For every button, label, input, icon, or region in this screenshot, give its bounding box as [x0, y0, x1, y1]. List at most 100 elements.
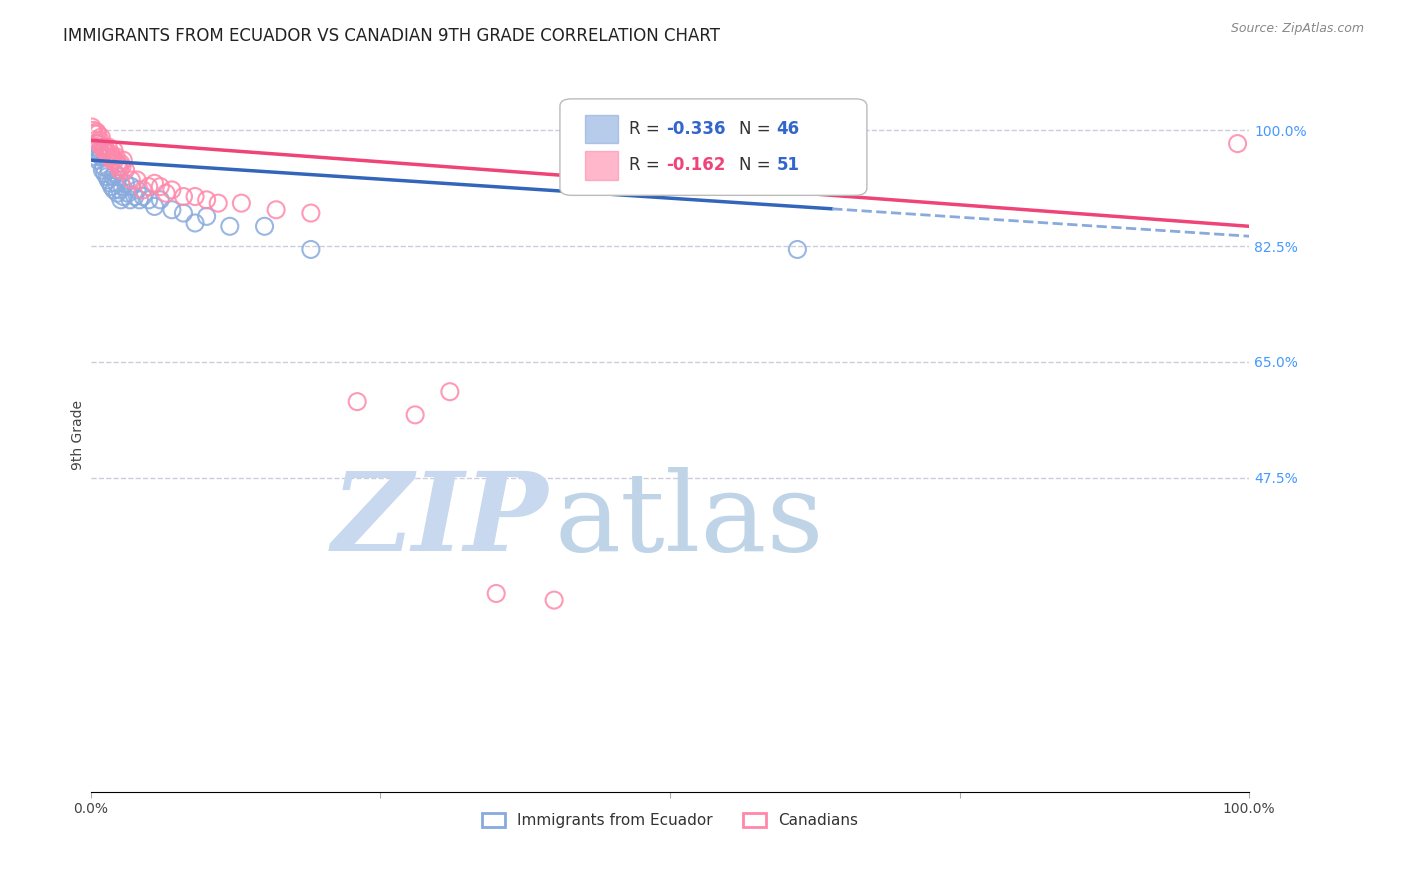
Text: ZIP: ZIP	[332, 467, 548, 574]
Point	[104, 166, 127, 180]
Point	[786, 243, 808, 257]
Point	[149, 193, 172, 207]
Point	[184, 216, 207, 230]
Point	[107, 169, 129, 184]
Point	[87, 127, 110, 141]
Text: N =: N =	[740, 156, 776, 174]
FancyBboxPatch shape	[585, 151, 617, 179]
Text: R =: R =	[630, 120, 665, 138]
Point	[1226, 136, 1249, 151]
Point	[110, 156, 132, 170]
Point	[107, 186, 129, 201]
Point	[128, 193, 150, 207]
Point	[404, 408, 426, 422]
Point	[195, 210, 218, 224]
Point	[127, 183, 149, 197]
Point	[155, 186, 177, 201]
Point	[101, 169, 124, 184]
Point	[120, 193, 142, 207]
Point	[82, 123, 104, 137]
FancyBboxPatch shape	[585, 114, 617, 144]
Point	[93, 140, 115, 154]
Point	[149, 179, 172, 194]
Point	[231, 196, 253, 211]
Point	[89, 133, 111, 147]
Point	[207, 196, 229, 211]
FancyBboxPatch shape	[560, 99, 868, 195]
Point	[172, 189, 194, 203]
Point	[108, 163, 131, 178]
Point	[728, 130, 751, 145]
Point	[172, 206, 194, 220]
Point	[84, 150, 107, 164]
Point	[98, 163, 121, 178]
Point	[91, 140, 114, 154]
Point	[110, 193, 132, 207]
Point	[80, 120, 103, 134]
Text: -0.336: -0.336	[666, 120, 725, 138]
Point	[100, 153, 122, 168]
Point	[91, 163, 114, 178]
Point	[346, 394, 368, 409]
Text: R =: R =	[630, 156, 665, 174]
Text: N =: N =	[740, 120, 776, 138]
Point	[100, 146, 122, 161]
Point	[90, 150, 112, 164]
Point	[111, 179, 134, 194]
Point	[93, 160, 115, 174]
Point	[83, 140, 105, 154]
Point	[485, 586, 508, 600]
Text: -0.162: -0.162	[666, 156, 725, 174]
Text: Source: ZipAtlas.com: Source: ZipAtlas.com	[1230, 22, 1364, 36]
Point	[160, 202, 183, 217]
Point	[87, 146, 110, 161]
Point	[160, 183, 183, 197]
Point	[124, 189, 146, 203]
Point	[83, 127, 105, 141]
Point	[111, 160, 134, 174]
Point	[94, 150, 117, 164]
Point	[93, 166, 115, 180]
Point	[112, 189, 135, 203]
Point	[195, 193, 218, 207]
Point	[105, 150, 128, 164]
Point	[253, 219, 276, 234]
Point	[127, 173, 149, 187]
Y-axis label: 9th Grade: 9th Grade	[72, 400, 86, 470]
Point	[132, 183, 155, 197]
Point	[86, 136, 108, 151]
Point	[98, 150, 121, 164]
Point	[143, 176, 166, 190]
Point	[101, 150, 124, 164]
Point	[112, 153, 135, 168]
Point	[120, 173, 142, 187]
Point	[108, 183, 131, 197]
Point	[90, 130, 112, 145]
Point	[96, 169, 118, 184]
Point	[218, 219, 240, 234]
Point	[543, 593, 565, 607]
Point	[138, 193, 160, 207]
Text: IMMIGRANTS FROM ECUADOR VS CANADIAN 9TH GRADE CORRELATION CHART: IMMIGRANTS FROM ECUADOR VS CANADIAN 9TH …	[63, 27, 720, 45]
Point	[100, 179, 122, 194]
Point	[132, 189, 155, 203]
Point	[104, 153, 127, 168]
Point	[103, 183, 125, 197]
Point	[96, 146, 118, 161]
Point	[107, 156, 129, 170]
Point	[87, 136, 110, 151]
Point	[86, 125, 108, 139]
Point	[117, 186, 139, 201]
Point	[100, 176, 122, 190]
Point	[94, 143, 117, 157]
Point	[105, 176, 128, 190]
Point	[264, 202, 287, 217]
Point	[143, 199, 166, 213]
Point	[439, 384, 461, 399]
Point	[299, 243, 322, 257]
Point	[97, 173, 120, 187]
Point	[299, 206, 322, 220]
Point	[120, 179, 142, 194]
Point	[93, 143, 115, 157]
Point	[103, 143, 125, 157]
